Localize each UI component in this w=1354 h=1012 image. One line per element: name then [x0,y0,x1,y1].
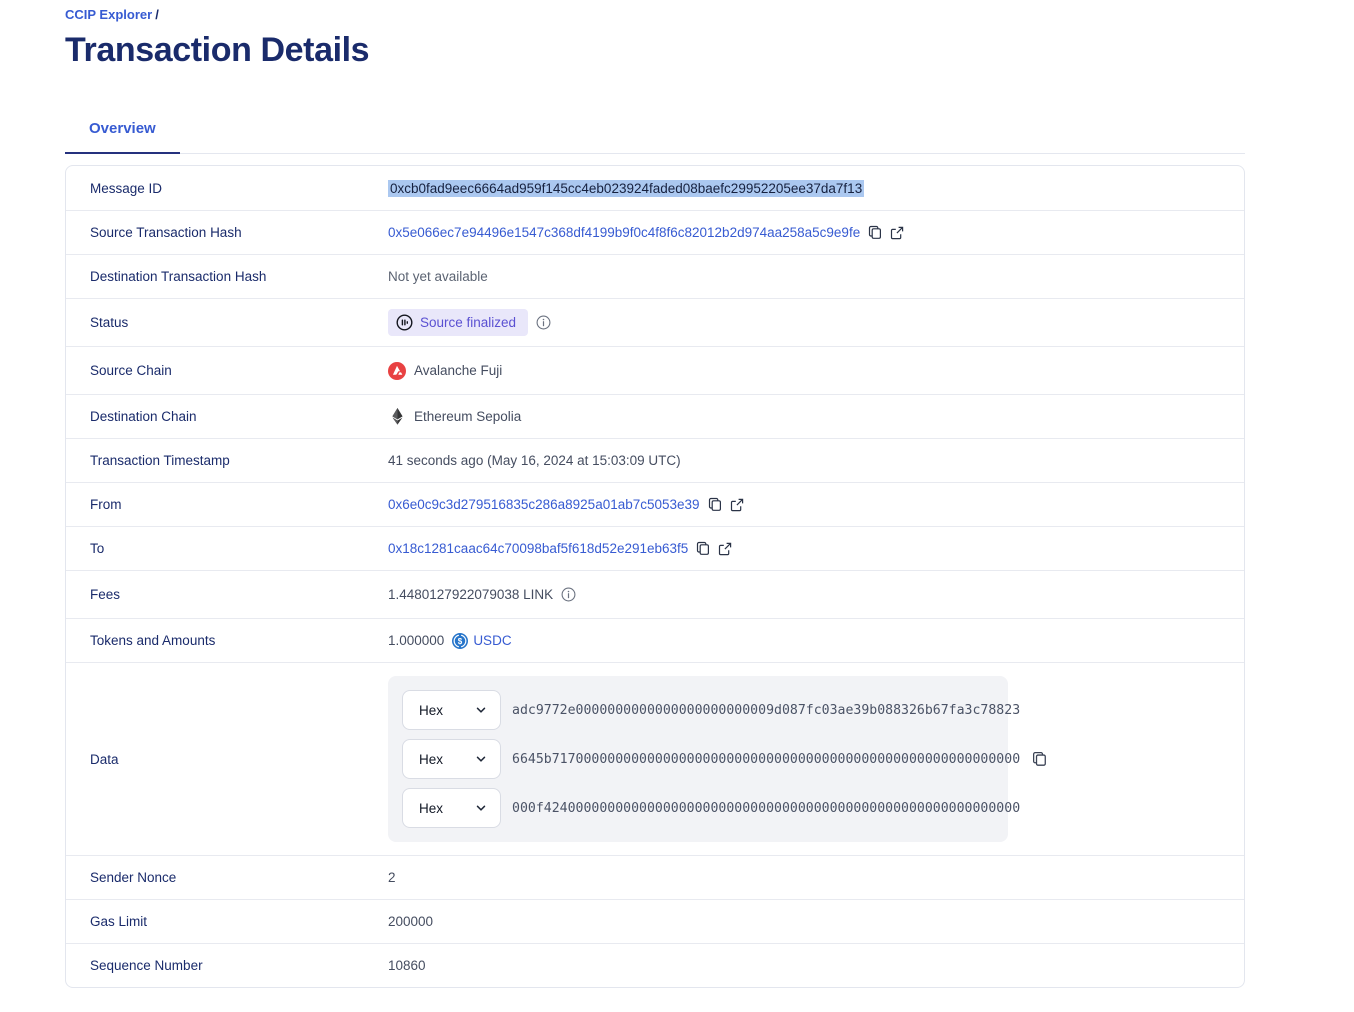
breadcrumb: CCIP Explorer / [65,7,1245,22]
sequence-number-label: Sequence Number [90,958,203,973]
copy-icon[interactable] [1032,751,1047,767]
table-row-fees: Fees 1.4480127922079038 LINK [66,570,1244,618]
chevron-down-icon [475,802,487,814]
sender-nonce-label: Sender Nonce [90,870,177,885]
source-chain-label: Source Chain [90,363,172,378]
external-link-icon[interactable] [890,226,904,240]
message-id-label: Message ID [90,180,163,196]
info-icon[interactable] [536,315,551,330]
token-link-usdc[interactable]: $ USDC [452,632,512,649]
hex-line-row: Hex adc9772e0000000000000000000000009d08… [402,690,1020,730]
breadcrumb-separator: / [155,7,159,22]
status-badge: Source finalized [388,309,529,336]
from-label: From [90,497,122,512]
table-row-timestamp: Transaction Timestamp 41 seconds ago (Ma… [66,438,1244,482]
source-tx-hash-label: Source Transaction Hash [90,225,242,240]
to-address-link[interactable]: 0x18c1281caac64c70098baf5f618d52e291eb63… [388,541,689,556]
table-row-sender-nonce: Sender Nonce 2 [66,855,1244,899]
table-row-to: To 0x18c1281caac64c70098baf5f618d52e291e… [66,526,1244,570]
hex-format-select-value: Hex [419,702,444,718]
timestamp-value: 41 seconds ago (May 16, 2024 at 15:03:09… [388,453,681,468]
chevron-down-icon [475,753,487,765]
table-row-tokens: Tokens and Amounts 1.000000 $ USDC [66,618,1244,662]
transaction-details-table: Message ID 0xcb0fad9eec6664ad959f145cc4e… [65,165,1245,988]
sequence-number-value: 10860 [388,958,426,973]
from-address-link[interactable]: 0x6e0c9c3d279516835c286a8925a01ab7c5053e… [388,497,700,512]
copy-icon[interactable] [708,497,722,512]
fees-value: 1.4480127922079038 LINK [388,587,554,602]
hex-line-value: adc9772e0000000000000000000000009d087fc0… [512,702,1021,718]
usdc-logo-icon: $ [452,632,469,649]
dest-chain-value: Ethereum Sepolia [414,409,522,424]
hex-format-select[interactable]: Hex [402,690,501,730]
hex-format-select-value: Hex [419,800,444,816]
status-label: Status [90,315,129,330]
data-hex-panel: Hex adc9772e0000000000000000000000009d08… [388,676,1020,842]
hex-format-select[interactable]: Hex [402,788,501,828]
hex-line-value: 000f424000000000000000000000000000000000… [512,800,1021,816]
hex-format-select-value: Hex [419,751,444,767]
to-label: To [90,541,105,556]
table-row-source-chain: Source Chain Avalanche Fuji [66,346,1244,394]
external-link-icon[interactable] [730,498,744,512]
dest-chain-label: Destination Chain [90,409,197,424]
sender-nonce-value: 2 [388,870,396,885]
external-link-icon[interactable] [718,542,732,556]
table-row-sequence-number: Sequence Number 10860 [66,943,1244,987]
ethereum-logo-icon [388,408,406,425]
table-row-message-id: Message ID 0xcb0fad9eec6664ad959f145cc4e… [66,166,1244,210]
hex-line-row: Hex 6645b7170000000000000000000000000000… [402,739,1020,779]
page-title: Transaction Details [65,31,370,69]
token-symbol: USDC [473,633,512,648]
table-row-status: Status Source finalized [66,298,1244,346]
info-icon[interactable] [561,587,576,602]
breadcrumb-link-ccip-explorer[interactable]: CCIP Explorer [65,7,153,22]
status-badge-text: Source finalized [420,315,517,330]
source-tx-hash-link[interactable]: 0x5e066ec7e94496e1547c368df4199b9f0c4f8f… [388,225,861,240]
chevron-down-icon [475,704,487,716]
svg-text:$: $ [458,636,463,645]
table-row-dest-tx-hash: Destination Transaction Hash Not yet ava… [66,254,1244,298]
gas-limit-value: 200000 [388,914,434,929]
tokens-label: Tokens and Amounts [90,633,216,648]
tab-bar: Overview [65,111,1245,154]
gas-limit-label: Gas Limit [90,914,148,929]
status-progress-icon [396,314,413,331]
dest-tx-hash-value: Not yet available [388,269,488,284]
copy-icon[interactable] [868,225,882,240]
source-chain-value: Avalanche Fuji [414,363,503,378]
copy-icon[interactable] [696,541,710,556]
hex-line-row: Hex 000f42400000000000000000000000000000… [402,788,1020,828]
timestamp-label: Transaction Timestamp [90,453,230,468]
table-row-gas-limit: Gas Limit 200000 [66,899,1244,943]
message-id-value: 0xcb0fad9eec6664ad959f145cc4eb023924fade… [388,179,865,197]
hex-format-select[interactable]: Hex [402,739,501,779]
table-row-dest-chain: Destination Chain Ethereum Sepolia [66,394,1244,438]
table-row-source-tx-hash: Source Transaction Hash 0x5e066ec7e94496… [66,210,1244,254]
page-content: CCIP Explorer / Transaction Details Overv… [65,0,1245,988]
table-row-data: Data Hex adc9772e00000000000000000000000… [66,662,1244,855]
avalanche-logo-icon [388,361,406,380]
token-amount: 1.000000 [388,633,445,648]
data-label: Data [90,751,119,767]
hex-line-value: 6645b71700000000000000000000000000000000… [512,751,1021,767]
tab-overview[interactable]: Overview [65,111,180,154]
dest-tx-hash-label: Destination Transaction Hash [90,269,267,284]
table-row-from: From 0x6e0c9c3d279516835c286a8925a01ab7c… [66,482,1244,526]
fees-label: Fees [90,587,121,602]
